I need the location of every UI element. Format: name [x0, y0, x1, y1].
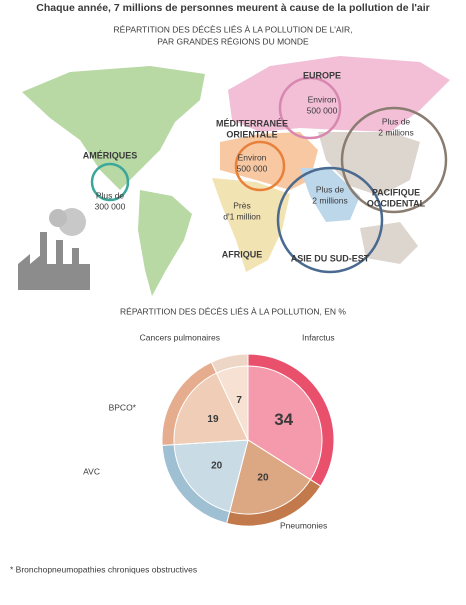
region-amount: Plus de — [316, 184, 345, 194]
region-circle — [340, 106, 448, 214]
region-circle — [276, 166, 384, 274]
region-amount: Près — [233, 200, 250, 210]
south-east-asia — [300, 168, 360, 222]
region-name: ASIE DU SUD-EST — [291, 253, 370, 263]
region-amount: 500 000 — [307, 105, 338, 115]
europe-russia — [228, 56, 450, 132]
region-name: OCCIDENTAL — [367, 198, 426, 208]
region-amount: 500 000 — [237, 163, 268, 173]
category-label: Infarctus — [302, 332, 335, 342]
south-america — [138, 190, 192, 296]
region-name: AMÉRIQUES — [83, 150, 138, 160]
page-title: Chaque année, 7 millions de personnes me… — [36, 2, 429, 14]
region-amount: Environ — [308, 94, 337, 104]
region-amount: Environ — [238, 152, 267, 162]
region-circle — [234, 140, 286, 192]
region-amount: 300 000 — [95, 201, 126, 211]
region-amount: Plus de — [382, 116, 411, 126]
region-amount: 2 millions — [312, 195, 347, 205]
region-amount: 2 millions — [378, 127, 413, 137]
value-label: 20 — [211, 461, 223, 472]
category-label: BPCO* — [109, 402, 137, 412]
pie-slice — [215, 365, 249, 441]
australia — [360, 222, 418, 264]
region-name: AFRIQUE — [222, 249, 263, 259]
category-label: Cancers pulmonaires — [140, 332, 220, 342]
value-label: 19 — [207, 414, 219, 425]
region-name: PACIFIQUE — [372, 187, 420, 197]
pie-slice — [228, 439, 312, 515]
pie-slice — [173, 372, 249, 446]
region-name: EUROPE — [303, 70, 341, 80]
footnote: * Bronchopneumopathies chroniques obstru… — [10, 564, 197, 574]
world-map — [22, 56, 450, 296]
chart-title: RÉPARTITION DES DÉCÈS LIÉS À LA POLLUTIO… — [120, 306, 346, 316]
north-america — [22, 66, 205, 190]
value-label: 20 — [257, 472, 269, 483]
factory-icon — [18, 208, 90, 290]
map-title: PAR GRANDES RÉGIONS DU MONDE — [157, 36, 309, 46]
region-amount: Plus de — [96, 190, 125, 200]
region-name: MÉDITERRANÉE — [216, 118, 288, 128]
category-label: Pneumonies — [280, 520, 327, 530]
value-label: 34 — [274, 410, 293, 429]
pie-slice — [173, 439, 249, 513]
region-circle — [90, 162, 130, 202]
africa — [212, 178, 290, 272]
category-label: AVC — [83, 466, 100, 476]
region-name: ORIENTALE — [226, 129, 277, 139]
value-label: 7 — [236, 395, 242, 406]
map-title: RÉPARTITION DES DÉCÈS LIÉS À LA POLLUTIO… — [114, 24, 353, 34]
region-amount: d'1 million — [223, 211, 261, 221]
region-circle — [278, 76, 342, 140]
